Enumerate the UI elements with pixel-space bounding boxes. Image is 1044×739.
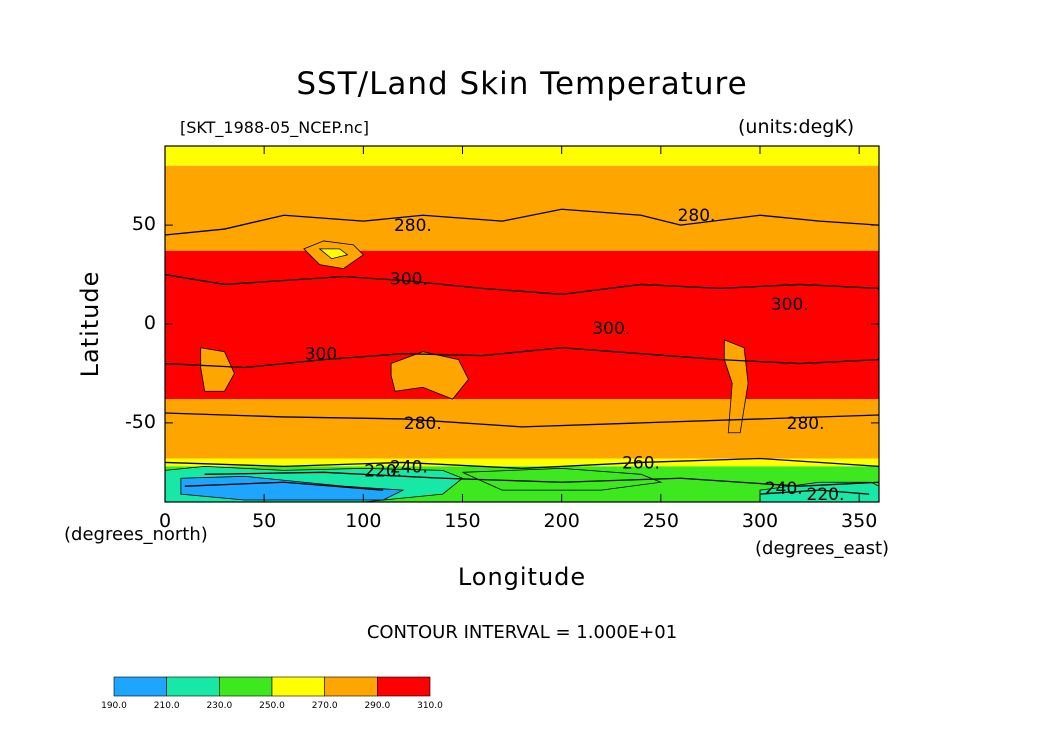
y-axis-unit: (degrees_north) — [64, 524, 208, 545]
x-axis-unit: (degrees_east) — [755, 538, 890, 559]
axis-ticks — [164, 146, 879, 502]
contour-label: 220. — [807, 485, 845, 505]
colorbar: 190.0 210.0 230.0 250.0 270.0 290.0 310.0 — [101, 676, 443, 711]
colorbar-swatch — [219, 676, 273, 697]
x-tick-label: 300 — [741, 510, 779, 532]
colorbar-level-label: 190.0 — [101, 701, 127, 711]
contour-label: 280. — [404, 414, 442, 434]
land-patch — [462, 467, 663, 491]
contour-label: 300. — [771, 295, 809, 315]
colorbar-swatch — [271, 676, 325, 697]
colorbar-level-label: 270.0 — [312, 701, 338, 711]
contour-label: 300. — [390, 270, 428, 290]
file-label: [SKT_1988-05_NCEP.nc] — [180, 118, 369, 137]
south-america-west — [723, 339, 749, 434]
contour-240 — [204, 471, 880, 487]
colorbar-swatch — [324, 676, 378, 697]
africa-south — [200, 347, 235, 392]
x-tick-label: 0 — [158, 510, 172, 532]
units-label: (units:degK) — [738, 116, 855, 138]
temp-band — [165, 146, 879, 166]
colorbar-level-label: 210.0 — [154, 701, 180, 711]
contour-labels: 280. 280. 300. 300. 300. 300. 280. 280. 260. 240.… — [305, 206, 845, 505]
y-tick-label: 0 — [143, 312, 156, 334]
colorbar-level-label: 250.0 — [259, 701, 285, 711]
contour-280-south — [164, 412, 880, 428]
colorbar-swatch — [377, 676, 431, 697]
temp-band — [165, 458, 879, 467]
contour-label: 280. — [394, 216, 432, 236]
contour-label: 280. — [787, 414, 825, 434]
contour-interval-text: CONTOUR INTERVAL = 1.000E+01 — [366, 622, 678, 643]
contour-280-north — [164, 208, 880, 236]
colorbar-level-label: 290.0 — [364, 701, 390, 711]
contour-label: 300. — [305, 345, 343, 365]
contour-220 — [184, 481, 384, 491]
contour-lines — [164, 208, 880, 495]
colorbar-level-label: 230.0 — [206, 701, 232, 711]
contour-label: 300. — [592, 319, 630, 339]
contour-label: 220. — [364, 461, 402, 481]
temp-band — [165, 399, 879, 459]
colorbar-level-label: 310.0 — [417, 701, 443, 711]
x-tick-label: 350 — [841, 510, 878, 532]
y-tick-label: 50 — [131, 213, 156, 236]
contour-label: 240. — [765, 479, 803, 499]
contour-300-north — [164, 273, 880, 295]
temperature-bands — [165, 146, 879, 502]
x-tick-label: 50 — [252, 510, 277, 532]
very-cold-patch — [180, 475, 405, 501]
contour-260 — [164, 457, 880, 470]
y-tick-label: -50 — [124, 410, 156, 433]
contour-220-east — [759, 489, 870, 495]
x-tick-label: 250 — [642, 510, 679, 532]
x-tick-label: 100 — [345, 510, 382, 532]
x-axis-label: Longitude — [457, 563, 587, 591]
contour-label: 240. — [390, 457, 428, 477]
chart-title: SST/Land Skin Temperature — [296, 66, 748, 102]
contour-300-south — [164, 347, 880, 369]
temp-band — [165, 165, 879, 251]
x-tick-label: 200 — [543, 510, 580, 532]
colorbar-swatch — [113, 676, 167, 697]
tibet-core — [318, 248, 349, 260]
colorbar-swatch — [166, 676, 220, 697]
contour-label: 280. — [678, 206, 716, 226]
contour-label: 260. — [622, 453, 660, 473]
x-tick-label: 150 — [444, 510, 481, 532]
y-axis-label: Latitude — [76, 270, 104, 378]
temp-band — [165, 250, 879, 400]
